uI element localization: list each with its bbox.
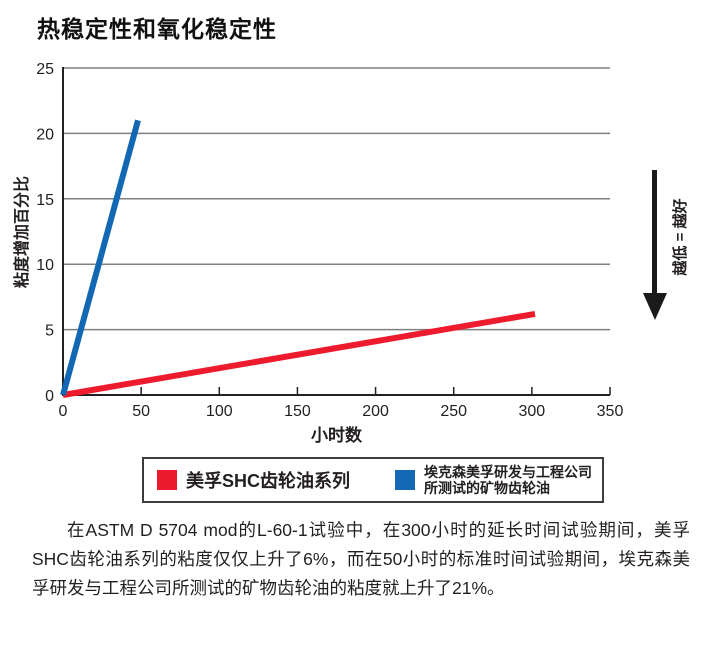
legend-item-shc: 美孚SHC齿轮油系列: [157, 467, 350, 493]
chart-svg: 0 50 100 150 200 250 300 350 0 5 10 15 20 25: [36, 61, 624, 420]
svg-text:5: 5: [45, 323, 54, 340]
svg-text:350: 350: [597, 403, 624, 420]
legend-label-mineral-line2: 所测试的矿物齿轮油: [424, 480, 550, 496]
svg-text:20: 20: [36, 126, 54, 143]
svg-text:200: 200: [362, 403, 389, 420]
svg-text:300: 300: [519, 403, 546, 420]
svg-text:25: 25: [36, 61, 54, 78]
page-title: 热稳定性和氧化稳定性: [37, 16, 277, 42]
arrow-down-head-icon: [643, 293, 667, 320]
svg-text:100: 100: [206, 403, 233, 420]
svg-text:15: 15: [36, 192, 54, 209]
svg-text:150: 150: [284, 403, 311, 420]
svg-text:10: 10: [36, 257, 54, 274]
svg-text:250: 250: [440, 403, 467, 420]
svg-text:0: 0: [59, 403, 68, 420]
legend-label-mineral-line1: 埃克森美孚研发与工程公司: [424, 464, 592, 480]
y-axis-label: 粘度增加百分比: [14, 176, 31, 289]
legend-item-mineral: 埃克森美孚研发与工程公司 所测试的矿物齿轮油: [395, 464, 592, 496]
legend-swatch-blue: [395, 470, 415, 490]
description-paragraph: 在ASTM D 5704 mod的L-60-1试验中，在300小时的延长时间试验…: [32, 520, 690, 598]
x-axis-label: 小时数: [311, 426, 362, 445]
legend-swatch-red: [157, 470, 177, 490]
legend-label-mineral: 埃克森美孚研发与工程公司 所测试的矿物齿轮油: [424, 464, 592, 496]
svg-text:50: 50: [132, 403, 150, 420]
legend-label-shc: 美孚SHC齿轮油系列: [186, 471, 351, 491]
svg-text:0: 0: [45, 388, 54, 405]
legend: 美孚SHC齿轮油系列 埃克森美孚研发与工程公司 所测试的矿物齿轮油: [142, 457, 604, 503]
arrow-down-icon: [652, 170, 657, 294]
lower-is-better-label: 越低 = 越好: [672, 198, 689, 276]
